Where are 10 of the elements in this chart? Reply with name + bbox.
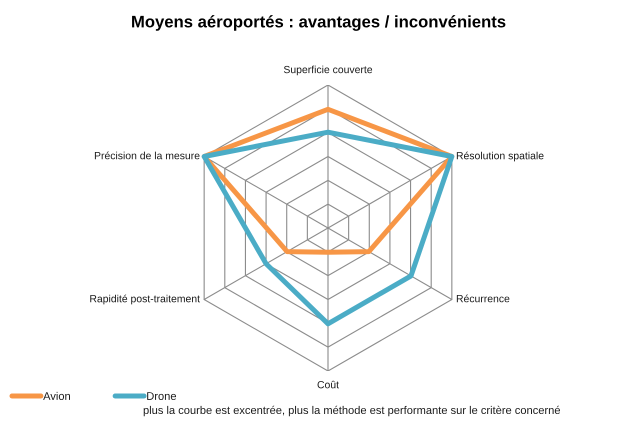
spoke-label: Récurrence: [456, 294, 510, 302]
spoke-label: Coût: [318, 380, 339, 388]
spoke-label: Superficie couverte: [284, 66, 372, 76]
legend-label: Avion: [43, 392, 70, 400]
spoke-label: Rapidité post-traitement: [90, 294, 200, 304]
spoke-label: Précision de la mesure: [94, 152, 200, 160]
legend-label: Drone: [147, 392, 176, 400]
spoke-label: Résolution spatiale: [456, 152, 544, 162]
text: plus la courbe est excentrée, plus la méthode est performante sur le critère concerné: [144, 406, 560, 416]
chart-title: Moyens aéroportés : avantages / inconvénients: [132, 15, 506, 31]
